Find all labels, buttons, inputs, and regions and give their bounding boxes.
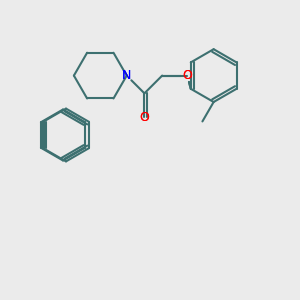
Text: N: N [122,69,131,82]
Text: N: N [122,69,131,82]
Text: O: O [140,111,149,124]
Text: O: O [182,69,192,82]
Text: O: O [140,111,149,124]
Text: O: O [182,69,192,82]
